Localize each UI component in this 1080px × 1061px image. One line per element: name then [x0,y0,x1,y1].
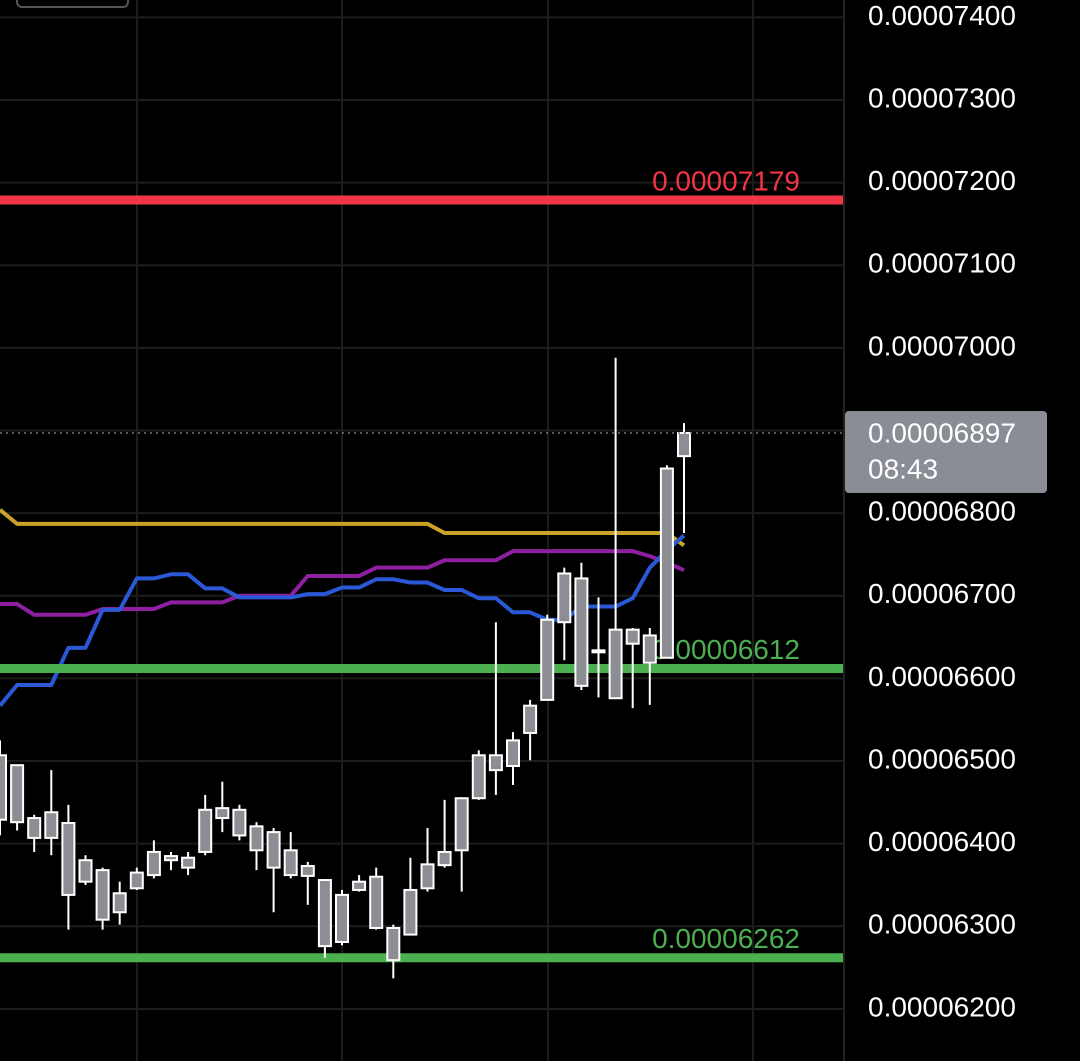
candle-body [369,875,384,929]
candle-body [283,849,298,877]
reference-label: 0.00007179 [652,165,800,196]
reference-label: 0.00006612 [652,634,800,665]
candle-body [454,797,469,852]
candle-body [164,855,178,862]
candle-body [112,892,127,914]
y-tick-label: 0.00006300 [868,909,1016,940]
indicator-line [0,508,686,547]
candle-body [10,764,25,824]
grid [0,16,843,1010]
candle-body [232,808,247,837]
candle-body [0,754,7,821]
y-tick-label: 0.00007300 [868,82,1016,113]
candle-body [437,850,452,867]
candle-body [27,817,42,839]
candle-body [215,807,230,820]
y-tick-label: 0.00007100 [868,248,1016,279]
candle-body [181,856,196,869]
candle-body [78,859,93,883]
candle-body [523,704,538,734]
candle-body [300,864,315,877]
candle-body [506,739,520,768]
y-tick-label: 0.00007400 [868,0,1016,31]
toolbar-button[interactable] [16,0,129,8]
y-tick-label: 0.00006500 [868,743,1016,774]
candle-body [540,618,555,701]
candle-body [591,649,606,654]
y-tick-label: 0.00006600 [868,661,1016,692]
y-tick-label: 0.00006700 [868,578,1016,609]
candle-body [335,893,349,944]
candle-body [198,808,213,853]
candle-body [44,811,59,839]
y-tick-label: 0.00007200 [868,165,1016,196]
countdown-label: 08:43 [868,453,938,484]
candle-body [61,822,76,896]
candle-body [317,879,332,948]
candle-body [608,628,623,700]
candle-body [403,888,418,936]
candle-body [574,577,589,687]
y-tick-label: 0.00006400 [868,826,1016,857]
candle-body [659,467,674,659]
candle-body [420,863,435,890]
last-price-label: 0.00006897 [868,417,1016,448]
candle-body [129,871,144,890]
candle-body [352,880,367,891]
reference-label: 0.00006262 [652,923,800,954]
candle-body [146,850,161,877]
candle-body [266,831,281,869]
plot-area: 0.00007179 0.00006612 0.00006262 [0,165,843,979]
y-tick-label: 0.00007000 [868,330,1016,361]
candle-body [625,628,640,645]
candle-body [642,634,657,664]
candle-body [557,572,572,624]
y-tick-label: 0.00006800 [868,496,1016,527]
candle-body [677,431,691,458]
candle-body [488,754,503,772]
candle-body [95,869,110,921]
last-price-box [845,410,1047,493]
candle-body [249,825,264,852]
candle-body [386,926,401,962]
y-tick-label: 0.00006200 [868,991,1016,1022]
price-axis: 0.00007400 0.00007300 0.00007200 0.00007100… [845,0,1047,1022]
candle-body [471,754,486,800]
